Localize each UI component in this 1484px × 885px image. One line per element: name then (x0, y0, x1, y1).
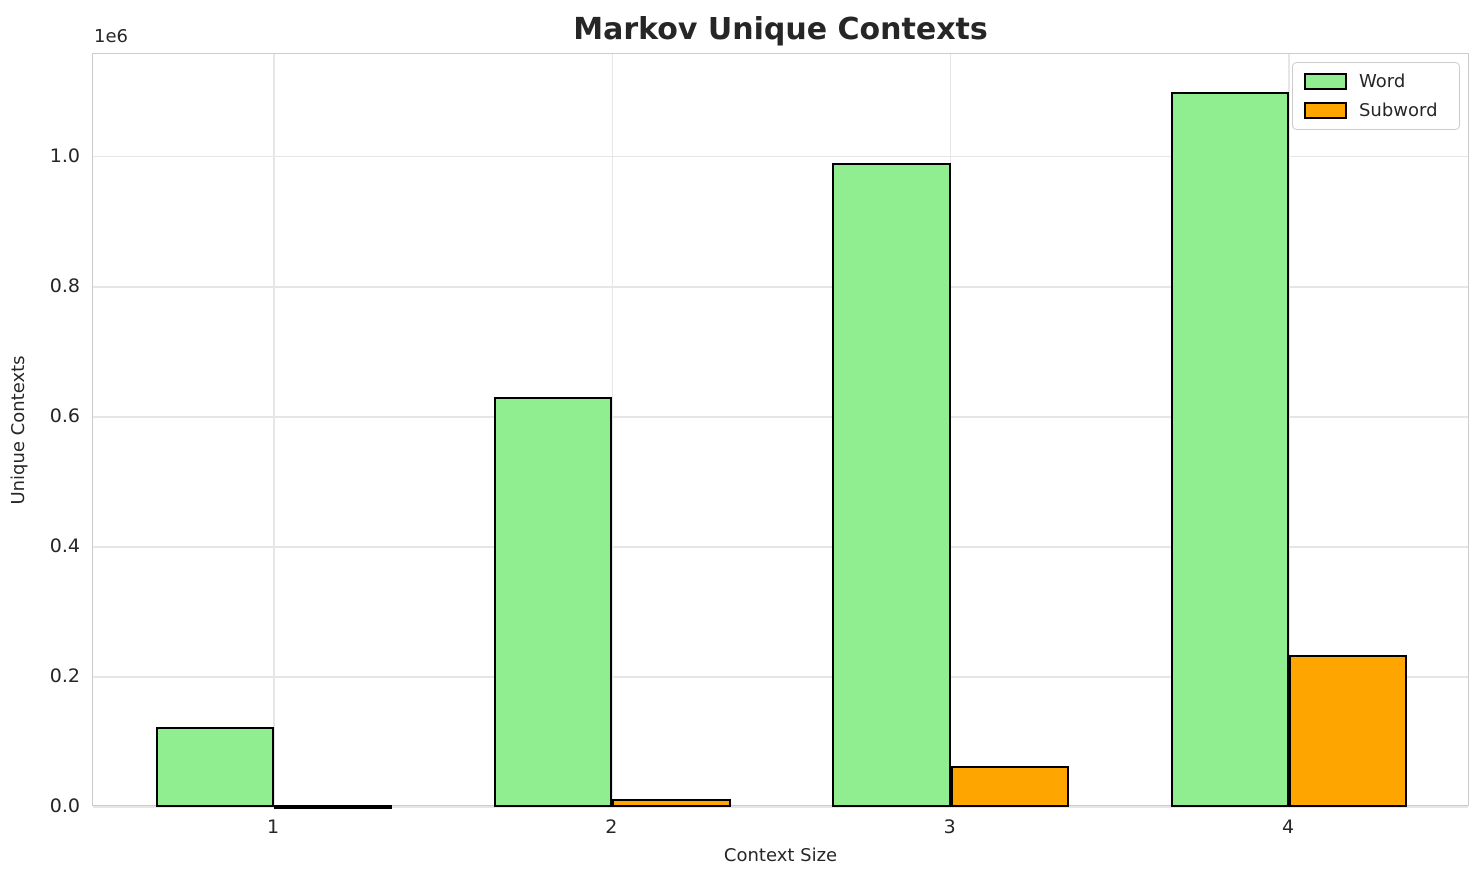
bar-subword-context-3 (950, 766, 1070, 807)
v-gridline-1 (273, 54, 275, 805)
legend-label-word: Word (1359, 71, 1406, 92)
y-tick-0.8: 0.8 (49, 274, 80, 297)
x-tick-4: 4 (1281, 816, 1295, 838)
bar-word-context-3 (832, 163, 951, 807)
v-gridline-2 (611, 54, 614, 805)
chart-title: Markov Unique Contexts (573, 12, 988, 47)
y-tick-0.4: 0.4 (49, 534, 80, 557)
bar-word-context-2 (493, 397, 613, 807)
h-gridline-0.4 (93, 546, 1468, 548)
y-axis-offset-text: 1e6 (94, 26, 128, 47)
y-axis-label: Unique Contexts (8, 355, 29, 505)
legend: Word Subword (1292, 62, 1460, 131)
x-tick-3: 3 (943, 816, 956, 838)
bar-subword-context-2 (612, 799, 731, 807)
h-gridline-1.0 (93, 155, 1468, 158)
legend-swatch-subword (1304, 101, 1347, 119)
h-gridline-0.8 (93, 286, 1468, 288)
bar-word-context-1 (155, 727, 274, 807)
h-gridline-0.6 (93, 416, 1468, 418)
x-tick-1: 1 (266, 816, 280, 838)
v-gridline-4 (1288, 54, 1290, 805)
bar-subword-context-1 (274, 805, 393, 809)
bar-subword-context-4 (1288, 655, 1408, 807)
v-gridline-3 (949, 54, 952, 805)
y-tick-0.6: 0.6 (49, 404, 80, 427)
y-tick-1.0: 1.0 (49, 144, 80, 167)
x-tick-2: 2 (605, 816, 618, 838)
legend-label-subword: Subword (1359, 99, 1438, 121)
y-tick-0.2: 0.2 (49, 664, 80, 687)
legend-item-subword: Subword (1304, 100, 1448, 122)
x-axis-label: Context Size (723, 845, 838, 866)
legend-item-word: Word (1304, 71, 1448, 93)
h-gridline-0.0 (93, 806, 1468, 808)
plot-area (92, 53, 1469, 809)
bar-word-context-4 (1170, 91, 1289, 807)
y-tick-0.0: 0.0 (49, 795, 80, 817)
h-gridline-0.2 (93, 676, 1468, 678)
legend-swatch-word (1304, 73, 1347, 91)
